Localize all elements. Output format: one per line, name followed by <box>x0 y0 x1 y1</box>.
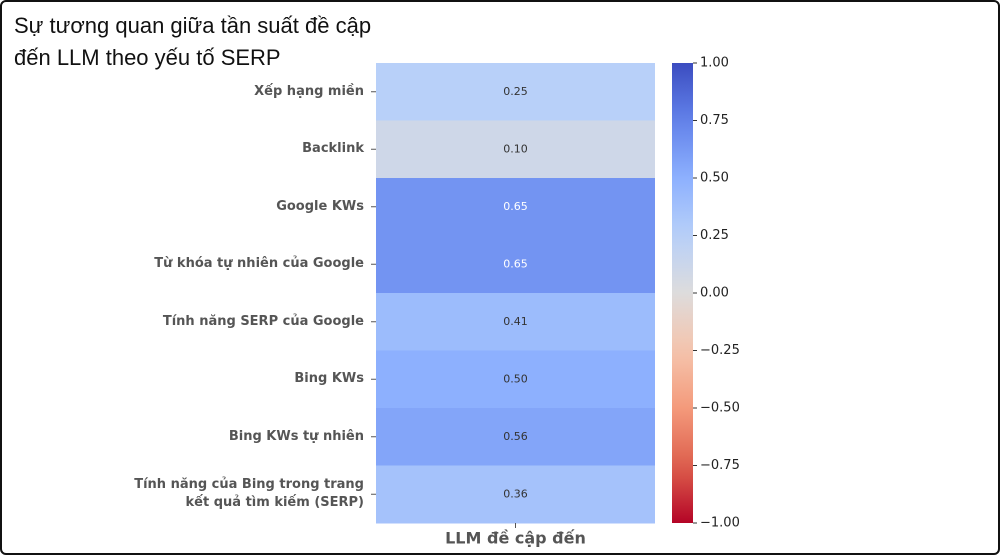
heatmap-cell <box>376 293 655 351</box>
colorbar-tick-label: −1.00 <box>700 516 740 531</box>
cell-label: 0.65 <box>503 200 528 213</box>
heatmap-cell <box>376 408 655 466</box>
y-tick-label: Từ khóa tự nhiên của Google <box>154 256 364 272</box>
y-tick-label: Bing KWs tự nhiên <box>228 428 364 444</box>
cell-label: 0.41 <box>503 315 528 328</box>
cell-label: 0.56 <box>503 430 528 443</box>
colorbar-tick-label: −0.50 <box>700 401 740 416</box>
heatmap-cell <box>376 235 655 294</box>
y-tick-label: Backlink <box>302 141 364 157</box>
colorbar-tick-label: −0.75 <box>700 458 740 473</box>
cell-label: 0.65 <box>503 257 528 270</box>
cell-label: 0.36 <box>503 487 528 500</box>
heatmap-cell <box>376 465 655 524</box>
colorbar-tick-label: 0.75 <box>700 113 729 128</box>
colorbar-tick-label: 0.00 <box>700 286 729 301</box>
cell-label: 0.50 <box>503 372 528 385</box>
colorbar-tick-label: 0.50 <box>700 171 729 186</box>
colorbar-tick-label: −0.25 <box>700 343 740 358</box>
x-tick-label: LLM đề cập đến <box>445 529 586 548</box>
heatmap-cell <box>376 120 655 179</box>
cell-label: 0.10 <box>503 142 528 155</box>
colorbar-tick-label: 0.25 <box>700 228 729 243</box>
heatmap-cell <box>376 63 655 121</box>
y-tick-label: Bing KWs <box>294 371 364 387</box>
colorbar-tick-label: 1.00 <box>700 56 729 71</box>
heatmap-cell <box>376 350 655 409</box>
y-tick-label: Google KWs <box>276 198 364 214</box>
y-tick-label: Tính năng SERP của Google <box>162 313 364 329</box>
y-tick-label: Tính năng của Bing trong trang kết quả t… <box>134 477 364 511</box>
heatmap-cell <box>376 178 655 236</box>
chart-title: Sự tương quan giữa tần suất đề cập đến L… <box>14 13 372 70</box>
cell-label: 0.25 <box>503 85 528 98</box>
y-tick-label: Xếp hạng miền <box>254 83 364 99</box>
colorbar <box>672 63 693 523</box>
